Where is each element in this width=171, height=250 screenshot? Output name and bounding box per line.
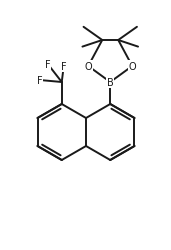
Text: O: O <box>128 62 136 72</box>
Text: B: B <box>107 78 114 88</box>
Text: O: O <box>84 62 92 72</box>
Text: F: F <box>37 76 43 86</box>
Text: F: F <box>45 60 51 70</box>
Text: F: F <box>61 62 67 72</box>
